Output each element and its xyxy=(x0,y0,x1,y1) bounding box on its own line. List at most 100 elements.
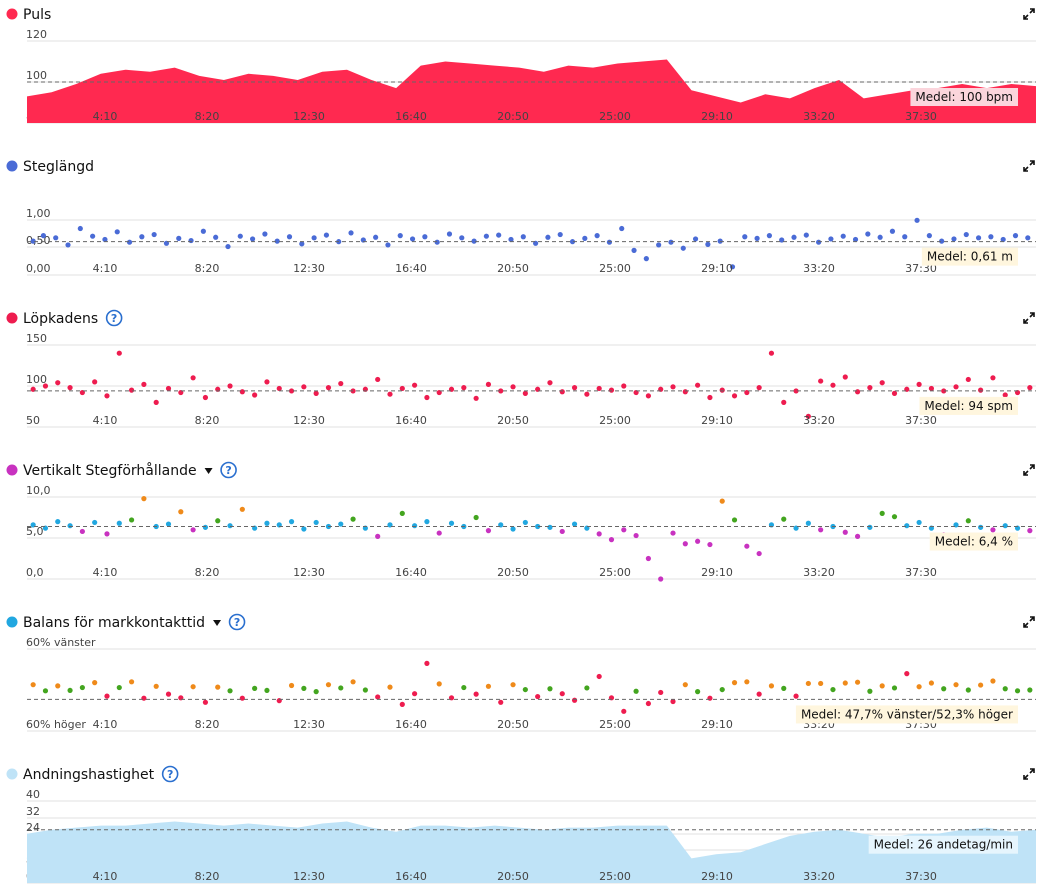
steglangd-x-tick-label: 16:40 xyxy=(395,262,427,275)
steglangd-title: Steglängd xyxy=(23,159,94,175)
expand-icon-steglangd[interactable] xyxy=(1023,160,1035,172)
lopkadens-mean-label-bg xyxy=(919,396,1018,415)
lopkadens-point xyxy=(461,385,467,391)
expand-icon-andning[interactable] xyxy=(1023,768,1035,780)
vertikalt-help-glyph: ? xyxy=(225,464,231,477)
steglangd-point xyxy=(791,234,797,240)
balans-point xyxy=(190,684,196,690)
balans-point xyxy=(990,678,996,684)
andning-mean-label: Medel: 26 andetag/min xyxy=(874,838,1013,852)
expand-icon-ne-arrow-vertikalt xyxy=(1029,464,1035,470)
vertikalt-point xyxy=(879,510,885,516)
expand-icon-ne-arrow-lopkadens xyxy=(1029,312,1035,318)
vertikalt-help-icon[interactable]: ? xyxy=(220,461,237,479)
lopkadens-point xyxy=(239,389,245,395)
vertikalt-point xyxy=(424,519,430,525)
steglangd-legend-dot xyxy=(6,160,18,172)
lopkadens-point xyxy=(818,378,824,384)
vertikalt-point xyxy=(227,523,233,529)
expand-icon-puls[interactable] xyxy=(1023,8,1035,20)
lopkadens-help-glyph: ? xyxy=(111,312,117,325)
vertikalt-point xyxy=(719,498,725,504)
steglangd-point xyxy=(926,233,932,239)
puls-x-tick-label: 20:50 xyxy=(497,110,529,123)
vertikalt-dropdown-icon[interactable] xyxy=(204,468,213,474)
balans-point xyxy=(682,682,688,688)
lopkadens-point xyxy=(1027,385,1033,391)
balans-point xyxy=(830,686,836,693)
puls-y-tick-label: 120 xyxy=(26,28,47,41)
balans-legend-dot xyxy=(6,616,18,628)
vertikalt-point xyxy=(79,528,85,535)
balans-point xyxy=(695,689,701,695)
puls-area xyxy=(27,59,1036,123)
lopkadens-point xyxy=(596,385,602,392)
steglangd-point xyxy=(188,237,194,244)
andning-x-tick-label: 37:30 xyxy=(905,870,937,883)
vertikalt-point xyxy=(301,526,307,532)
balans-point xyxy=(535,693,541,700)
steglangd-point xyxy=(692,236,699,242)
balans-y-tick-label: 60% vänster xyxy=(26,636,96,649)
vertikalt-point xyxy=(190,527,196,533)
steglangd-point xyxy=(520,234,526,240)
expand-icon-balans[interactable] xyxy=(1023,616,1035,628)
vertikalt-point xyxy=(547,524,553,530)
vertikalt-point xyxy=(116,520,122,526)
vertikalt-point xyxy=(264,520,270,526)
lopkadens-point xyxy=(55,380,61,386)
vertikalt-point xyxy=(756,550,762,557)
vertikalt-point xyxy=(916,519,922,526)
lopkadens-point xyxy=(608,387,615,393)
balans-help-icon[interactable]: ? xyxy=(228,613,246,631)
balans-point xyxy=(571,697,578,703)
expand-icon-vertikalt[interactable] xyxy=(1023,464,1035,476)
lopkadens-point xyxy=(387,391,393,397)
puls-legend-dot xyxy=(6,8,18,20)
lopkadens-point xyxy=(916,381,922,387)
expand-icon-sw-arrow-andning xyxy=(1023,774,1029,780)
vertikalt-point xyxy=(559,528,565,535)
vertikalt-mean-label: Medel: 6,4 % xyxy=(935,535,1013,549)
vertikalt-point xyxy=(448,520,455,526)
steglangd-point xyxy=(766,233,772,239)
lopkadens-point xyxy=(104,393,110,399)
vertikalt-point xyxy=(202,524,209,530)
steglangd-point xyxy=(40,233,47,239)
vertikalt-x-tick-label: 12:30 xyxy=(293,566,325,579)
puls-x-tick-label: 33:20 xyxy=(803,110,835,123)
steglangd-point xyxy=(1000,236,1006,243)
andning-x-tick-label: 20:50 xyxy=(497,870,529,883)
steglangd-point xyxy=(779,237,785,243)
andning-help-icon[interactable]: ? xyxy=(161,765,179,783)
vertikalt-point xyxy=(350,516,356,522)
vertikalt-point xyxy=(658,576,664,582)
lopkadens-point xyxy=(695,382,701,388)
lopkadens-point xyxy=(571,385,578,391)
balans-y-tick-label: 60% höger xyxy=(26,718,86,731)
steglangd-point xyxy=(274,238,280,244)
steglangd-point xyxy=(397,233,403,239)
vertikalt-point xyxy=(313,519,319,526)
expand-icon-sw-arrow-steglangd xyxy=(1023,166,1029,172)
vertikalt-point xyxy=(375,533,381,539)
andning-title: Andningshastighet xyxy=(23,767,155,783)
steglangd-point xyxy=(286,234,293,240)
steglangd-point xyxy=(299,241,305,247)
steglangd-point xyxy=(852,236,859,243)
expand-icon-sw-arrow-lopkadens xyxy=(1023,318,1029,324)
lopkadens-point xyxy=(1002,392,1008,398)
steglangd-point xyxy=(1025,235,1031,241)
expand-icon-lopkadens[interactable] xyxy=(1023,312,1035,324)
balans-point xyxy=(916,684,922,690)
vertikalt-point xyxy=(596,531,602,537)
lopkadens-point xyxy=(67,385,73,391)
steglangd-x-tick-label: 20:50 xyxy=(497,262,529,275)
steglangd-mean-label: Medel: 0,61 m xyxy=(927,250,1013,264)
steglangd-point xyxy=(237,233,243,239)
lopkadens-help-icon[interactable]: ? xyxy=(105,309,123,327)
balans-point xyxy=(510,682,516,688)
lopkadens-point xyxy=(498,388,504,394)
balans-dropdown-icon[interactable] xyxy=(213,620,222,626)
steglangd-point xyxy=(434,239,440,245)
